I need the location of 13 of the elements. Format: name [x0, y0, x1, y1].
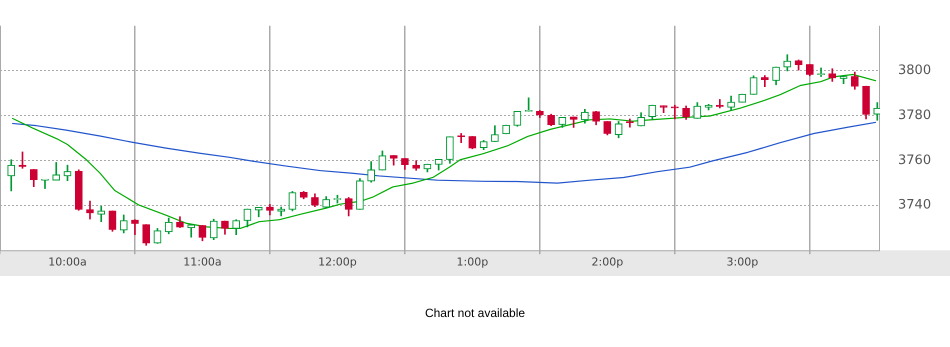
candlestick: [86, 200, 94, 220]
x-tick-label: 10:00a: [48, 256, 87, 269]
candlestick: [334, 194, 342, 204]
x-tick-label: 2:00p: [592, 256, 624, 269]
x-tick-label: 12:00p: [318, 256, 357, 269]
y-tick-label: 3740: [898, 198, 932, 213]
y-tick-label: 3800: [898, 63, 932, 78]
text: Chart not available: [424, 306, 526, 320]
x-tick-label: 11:00a: [183, 256, 222, 269]
x-tick-label: 3:00p: [726, 256, 758, 269]
y-tick-label: 3780: [898, 108, 932, 123]
x-tick-label: 1:00p: [456, 256, 488, 269]
y-tick-label: 3760: [898, 152, 932, 168]
